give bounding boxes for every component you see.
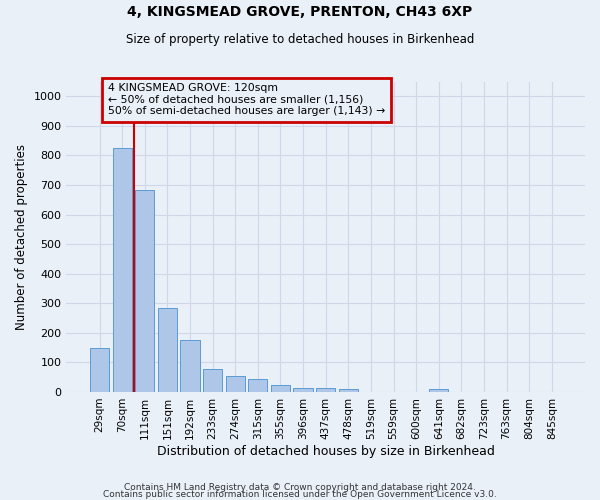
Bar [248, 378, 268, 392]
Bar [135, 190, 154, 392]
Text: Contains public sector information licensed under the Open Government Licence v3: Contains public sector information licen… [103, 490, 497, 499]
Bar [271, 384, 290, 392]
Bar [429, 389, 448, 392]
Bar [316, 388, 335, 392]
Bar [203, 369, 222, 392]
Bar [226, 376, 245, 392]
Text: 4, KINGSMEAD GROVE, PRENTON, CH43 6XP: 4, KINGSMEAD GROVE, PRENTON, CH43 6XP [127, 5, 473, 19]
Bar [113, 148, 132, 392]
Y-axis label: Number of detached properties: Number of detached properties [15, 144, 28, 330]
Bar [293, 388, 313, 392]
Bar [90, 348, 109, 392]
Bar [339, 389, 358, 392]
Bar [158, 308, 177, 392]
Bar [181, 340, 200, 392]
Text: Contains HM Land Registry data © Crown copyright and database right 2024.: Contains HM Land Registry data © Crown c… [124, 484, 476, 492]
Text: 4 KINGSMEAD GROVE: 120sqm
← 50% of detached houses are smaller (1,156)
50% of se: 4 KINGSMEAD GROVE: 120sqm ← 50% of detac… [108, 83, 385, 116]
Text: Size of property relative to detached houses in Birkenhead: Size of property relative to detached ho… [126, 32, 474, 46]
X-axis label: Distribution of detached houses by size in Birkenhead: Distribution of detached houses by size … [157, 444, 494, 458]
